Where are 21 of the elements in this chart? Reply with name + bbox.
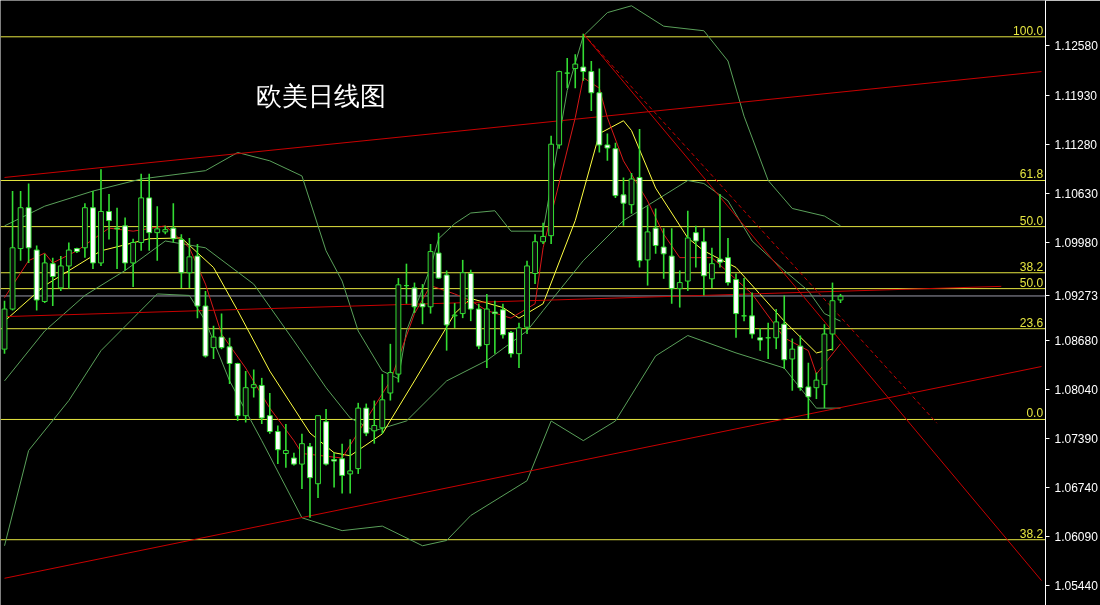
y-tick-label: 1.08680	[1054, 334, 1099, 349]
annotation: 38.2	[1019, 259, 1044, 274]
y-tick-label: 1.08040	[1054, 382, 1099, 397]
text: 欧美日线图	[255, 81, 386, 111]
annotation: 61.8	[1019, 167, 1044, 182]
y-tick-label: 1.06090	[1054, 530, 1099, 545]
annotation: 38.2	[1019, 526, 1044, 541]
y-tick-label: 1.06740	[1054, 481, 1099, 496]
y-tick-label: 1.07390	[1054, 431, 1099, 446]
annotation: 50.0	[1019, 213, 1044, 228]
y-tick-label: 1.12580	[1054, 39, 1099, 54]
y-tick-label: 1.09980	[1054, 236, 1099, 250]
annotation: 0.0	[1026, 406, 1044, 421]
annotation: 100.0	[1013, 23, 1044, 38]
annotation: 50.0	[1019, 275, 1044, 290]
y-tick-label: 1.09273	[1054, 289, 1099, 304]
y-tick-label: 1.11930	[1054, 88, 1098, 103]
y-tick-label: 1.05440	[1054, 579, 1099, 594]
annotation: 23.6	[1019, 315, 1044, 330]
y-tick-label: 1.10630	[1054, 186, 1099, 201]
y-tick-label: 1.11280	[1054, 137, 1098, 152]
